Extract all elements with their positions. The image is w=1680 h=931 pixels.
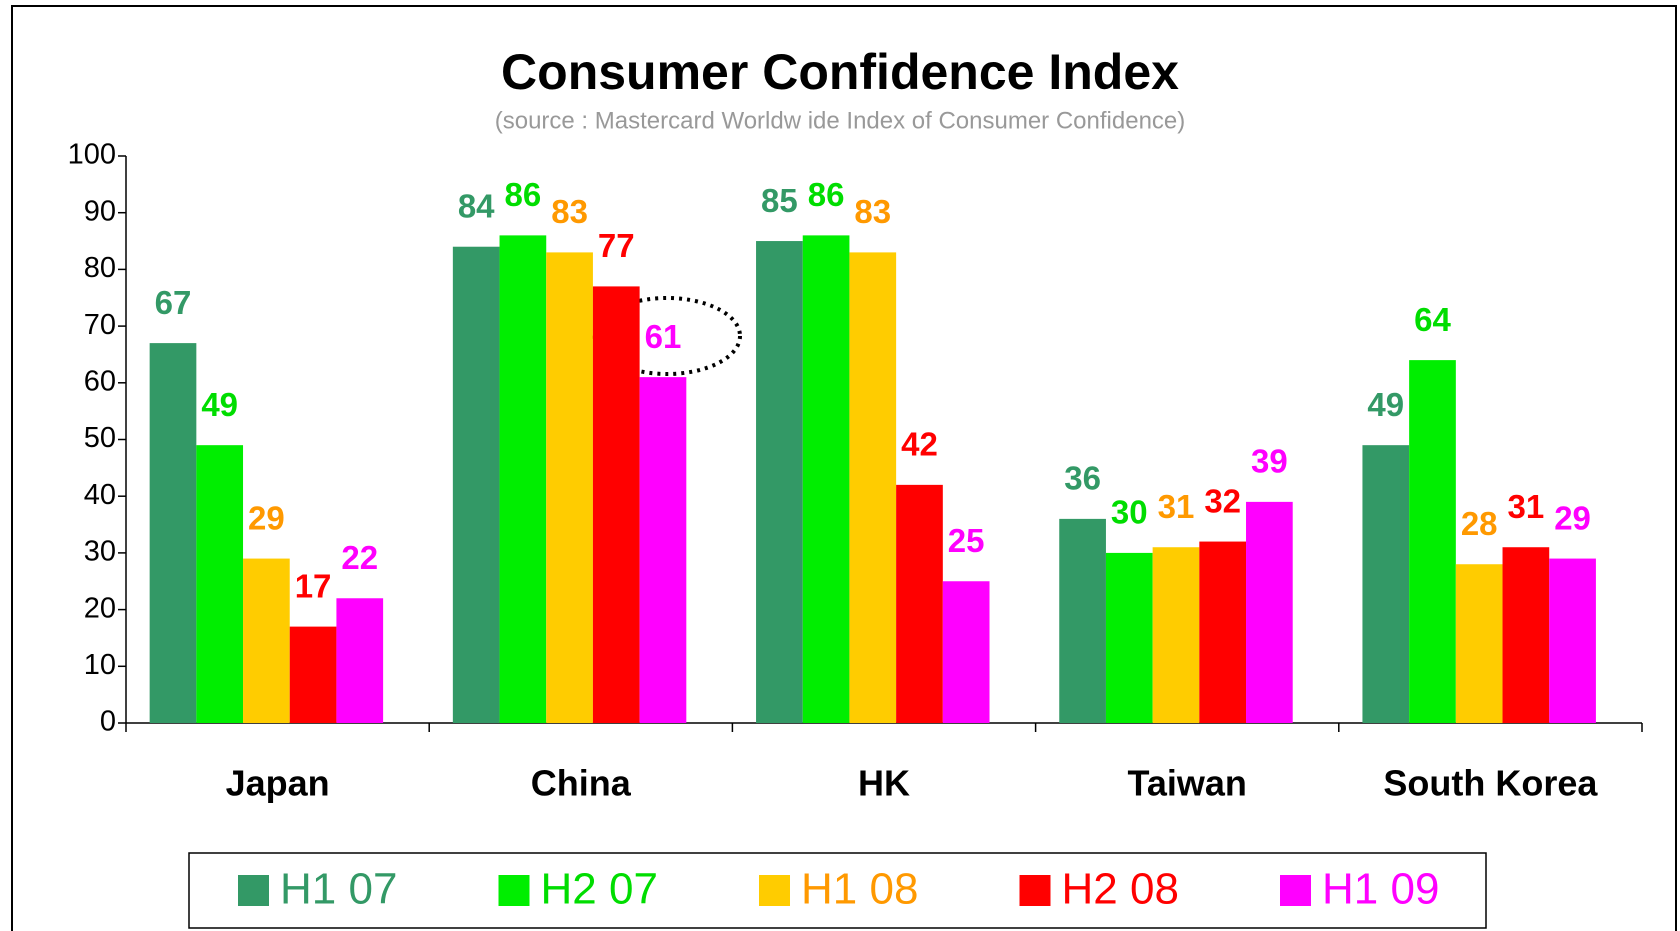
data-label: 31 (1158, 488, 1195, 525)
bar (1199, 541, 1247, 723)
data-label: 83 (854, 193, 891, 230)
data-label: 29 (1554, 499, 1591, 536)
x-tick-label: Taiwan (1128, 763, 1247, 804)
y-tick-label: 80 (84, 252, 116, 284)
bar (1059, 518, 1106, 723)
data-label: 49 (201, 386, 238, 423)
x-tick-label: Japan (226, 763, 330, 804)
y-tick-label: 90 (84, 195, 116, 227)
y-tick-label: 10 (84, 649, 116, 681)
y-tick-label: 60 (84, 365, 116, 397)
bar (1455, 564, 1503, 723)
data-label: 86 (808, 176, 845, 213)
data-label: 22 (341, 539, 378, 576)
bar (1152, 547, 1200, 723)
data-label: 29 (248, 499, 285, 536)
bar (942, 581, 990, 723)
data-label: 30 (1111, 494, 1148, 531)
bar (1362, 445, 1410, 723)
data-label: 25 (948, 522, 985, 559)
x-tick-label: HK (858, 763, 910, 804)
legend-swatch (759, 875, 790, 906)
y-tick-label: 70 (84, 309, 116, 341)
chart-subtitle: (source : Mastercard Worldw ide Index of… (495, 107, 1186, 134)
bar (756, 241, 803, 724)
bar (592, 286, 640, 723)
legend-swatch (1280, 875, 1311, 906)
bar (1246, 501, 1293, 723)
bar (1502, 547, 1550, 723)
bar (802, 235, 850, 723)
data-label: 31 (1508, 488, 1545, 525)
data-label: 77 (598, 227, 635, 264)
y-tick-label: 0 (100, 706, 116, 738)
bar (336, 598, 384, 723)
data-label: 64 (1414, 301, 1451, 338)
data-label: 42 (901, 426, 938, 463)
data-label: 67 (155, 284, 192, 321)
data-label: 84 (458, 187, 495, 224)
bar (452, 246, 500, 723)
data-label: 85 (761, 182, 798, 219)
legend-label: H1 08 (801, 865, 918, 914)
bar (896, 484, 943, 723)
y-tick-label: 40 (84, 479, 116, 511)
bar (1409, 360, 1456, 723)
bar (849, 252, 897, 723)
data-label: 17 (295, 567, 332, 604)
bar (289, 626, 337, 723)
chart-title: Consumer Confidence Index (501, 44, 1179, 100)
legend-swatch (498, 875, 530, 906)
bar (1549, 558, 1596, 723)
legend-swatch (1019, 875, 1051, 906)
data-label: 49 (1367, 386, 1404, 423)
legend-swatch (238, 875, 269, 906)
data-label: 86 (505, 176, 542, 213)
data-label: 61 (645, 318, 682, 355)
bar (196, 445, 244, 723)
bar (499, 235, 547, 723)
data-label: 39 (1251, 443, 1288, 480)
data-label: 36 (1064, 460, 1101, 497)
data-label: 32 (1204, 482, 1241, 519)
legend-label: H2 07 (541, 865, 658, 914)
y-tick-label: 20 (84, 592, 116, 624)
data-label: 28 (1461, 505, 1498, 542)
x-tick-label: China (531, 763, 632, 804)
bar (639, 377, 687, 723)
bar (243, 558, 290, 723)
y-tick-label: 30 (84, 536, 116, 568)
data-label: 83 (551, 193, 588, 230)
bar (546, 252, 593, 723)
y-tick-label: 50 (84, 422, 116, 454)
legend-box (188, 852, 1487, 929)
bar (1105, 552, 1153, 723)
legend-label: H1 09 (1322, 865, 1439, 914)
legend-label: H1 07 (280, 865, 397, 914)
x-tick-label: South Korea (1383, 763, 1598, 804)
bar (149, 343, 197, 723)
y-tick-label: 100 (68, 139, 116, 171)
legend-label: H2 08 (1062, 865, 1179, 914)
